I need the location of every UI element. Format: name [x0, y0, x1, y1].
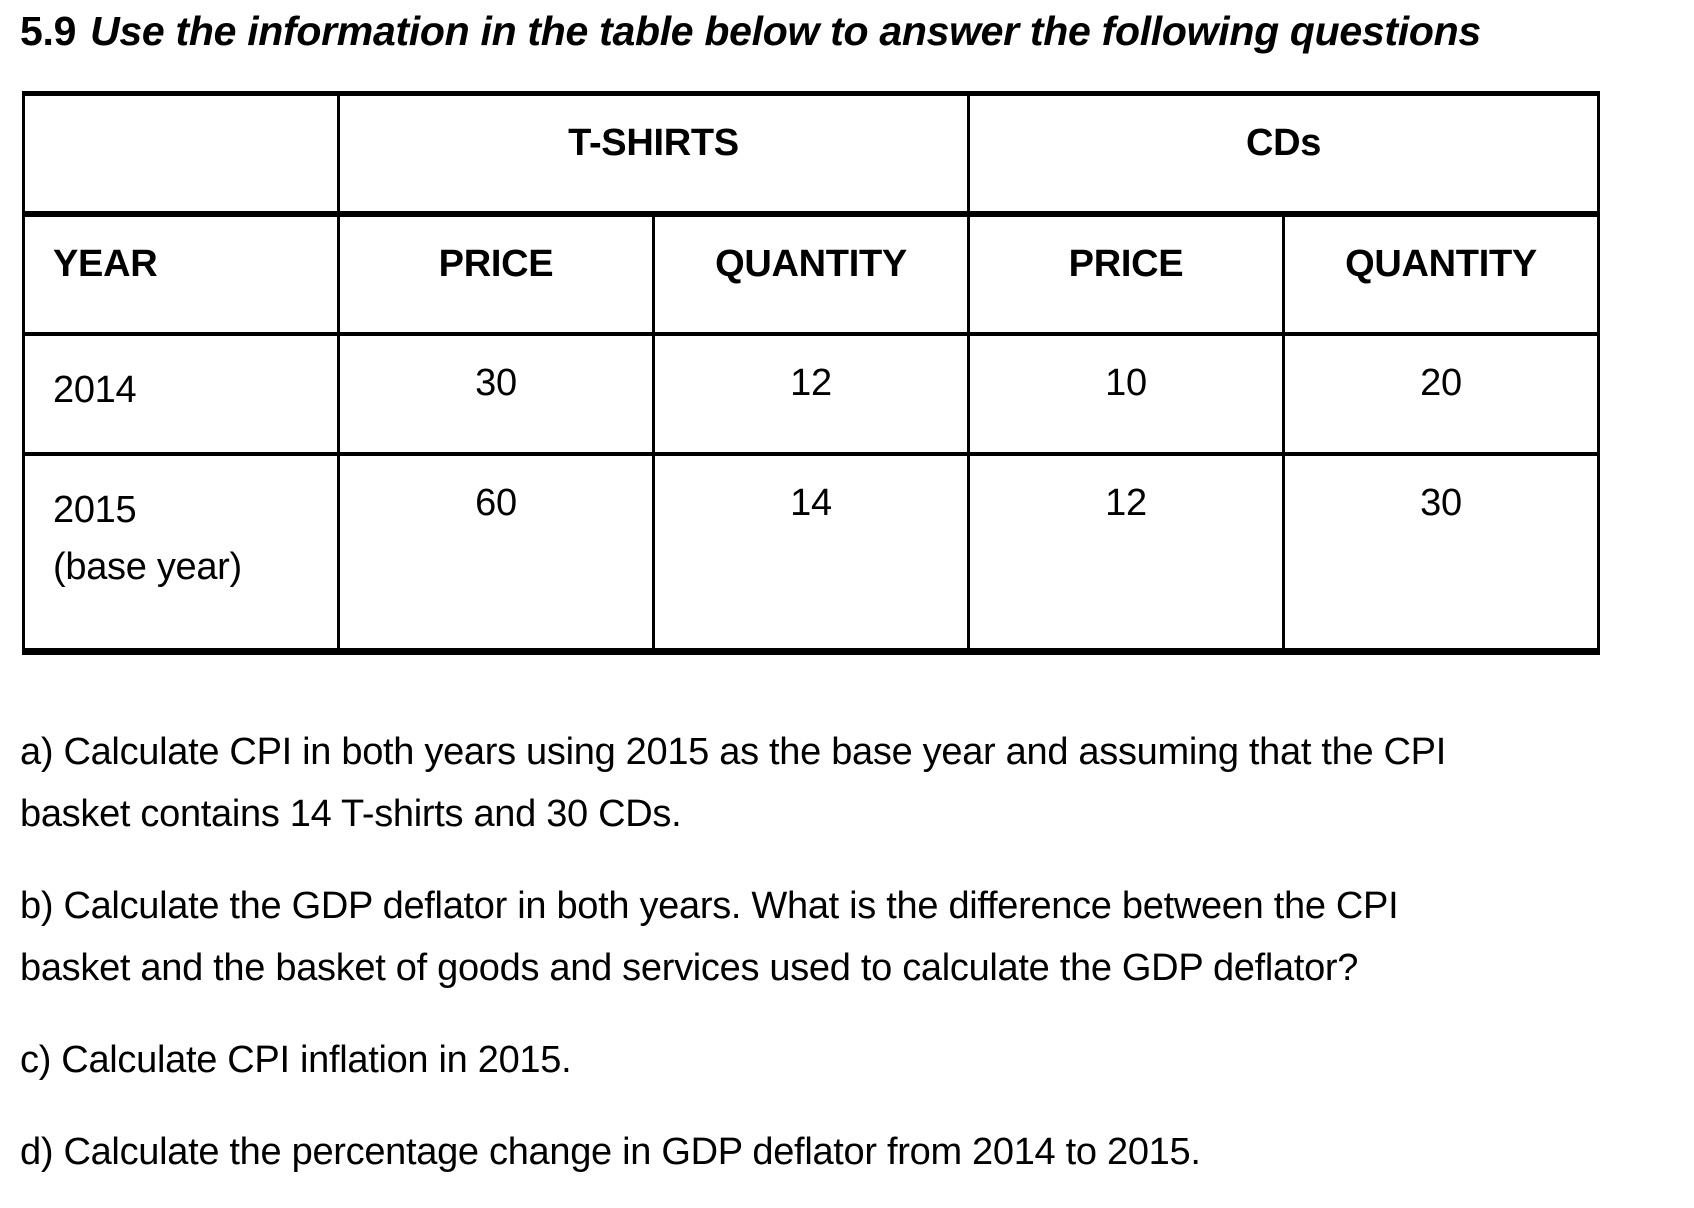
document-page: 5.9 Use the information in the table belo…: [0, 8, 1694, 1208]
price-quantity-table: T-SHIRTS CDs YEAR PRICE QUANTITY PRICE Q…: [22, 91, 1600, 655]
year-cell: 2015 (base year): [22, 451, 340, 655]
cd-quantity-cell: 20: [1282, 331, 1600, 456]
tshirt-quantity-cell: 14: [652, 451, 970, 655]
column-header-tshirt-price: PRICE: [337, 211, 655, 336]
tshirt-quantity-cell: 12: [652, 331, 970, 456]
column-header-cd-price: PRICE: [967, 211, 1285, 336]
table-corner-cell: [22, 91, 340, 217]
tshirt-price-cell: 30: [337, 331, 655, 456]
year-note: (base year): [53, 545, 242, 588]
table-row-2014: 2014 30 12 10 20: [22, 331, 1600, 456]
question-b: b) Calculate the GDP deflator in both ye…: [20, 885, 1399, 989]
cd-quantity-cell: 30: [1282, 451, 1600, 655]
group-header-tshirts: T-SHIRTS: [337, 91, 970, 217]
group-header-cds: CDs: [967, 91, 1600, 217]
table-column-header-row: YEAR PRICE QUANTITY PRICE QUANTITY: [22, 211, 1600, 336]
year-value: 2014: [53, 368, 137, 411]
cd-price-cell: 10: [967, 331, 1285, 456]
tshirt-price-cell: 60: [337, 451, 655, 655]
exercise-number: 5.9: [20, 8, 77, 54]
question-c: c) Calculate CPI inflation in 2015.: [20, 1039, 572, 1081]
table-group-header-row: T-SHIRTS CDs: [22, 91, 1600, 217]
column-header-tshirt-quantity: QUANTITY: [652, 211, 970, 336]
exercise-instruction: Use the information in the table below t…: [90, 8, 1481, 54]
year-cell: 2014: [22, 331, 340, 456]
cd-price-cell: 12: [967, 451, 1285, 655]
question-d: d) Calculate the percentage change in GD…: [20, 1131, 1201, 1173]
question-a: a) Calculate CPI in both years using 201…: [20, 731, 1446, 835]
column-header-cd-quantity: QUANTITY: [1282, 211, 1600, 336]
year-value: 2015: [53, 488, 137, 531]
questions-section: a) Calculate CPI in both years using 201…: [20, 721, 1620, 1183]
exercise-heading: 5.9 Use the information in the table belo…: [20, 8, 1694, 55]
table-row-2015: 2015 (base year) 60 14 12 30: [22, 451, 1600, 655]
column-header-year: YEAR: [22, 211, 340, 336]
